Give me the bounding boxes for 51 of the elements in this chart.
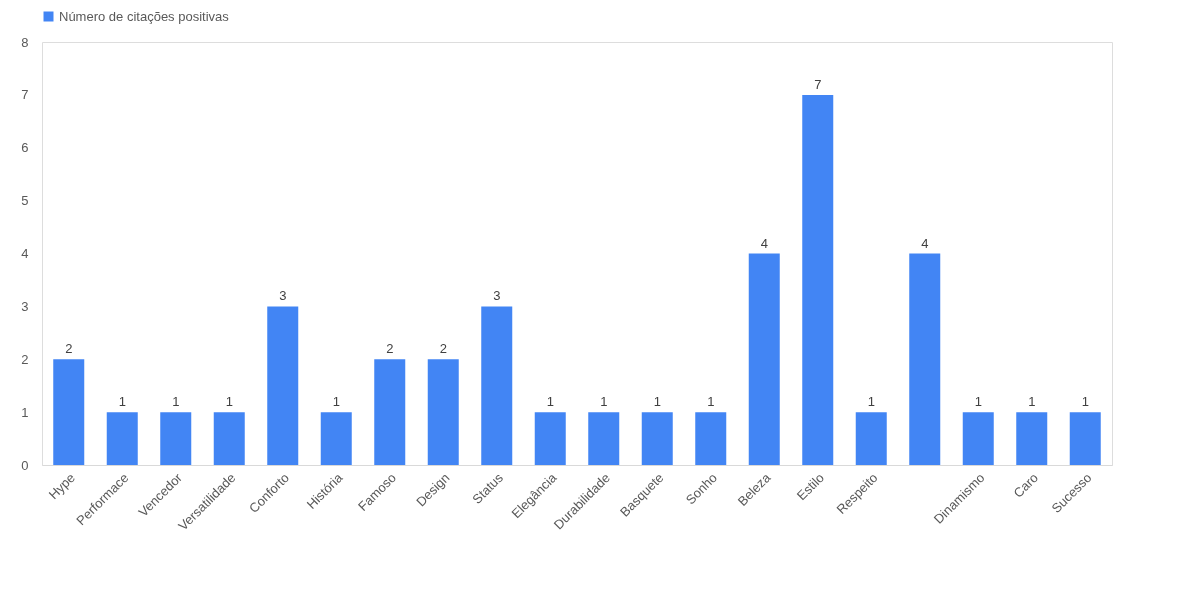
- y-tick-label: 3: [21, 298, 29, 314]
- bar: [53, 359, 85, 465]
- y-tick-label: 7: [21, 87, 29, 103]
- bar: [855, 412, 887, 465]
- bar: [374, 359, 406, 465]
- bar: [534, 412, 566, 465]
- data-label: 3: [279, 288, 287, 304]
- y-tick-label: 2: [21, 351, 29, 367]
- bar: [320, 412, 352, 465]
- bar: [962, 412, 994, 465]
- data-label: 3: [493, 288, 501, 304]
- y-tick-label: 4: [21, 246, 29, 261]
- data-label: 2: [386, 341, 394, 357]
- data-label: 7: [814, 76, 822, 92]
- bar: [641, 412, 673, 465]
- data-label: 2: [439, 341, 447, 357]
- data-label: 1: [172, 394, 180, 410]
- bar: [802, 94, 834, 465]
- data-label: 1: [867, 394, 875, 410]
- bar: [213, 412, 245, 465]
- data-label: 1: [974, 394, 982, 410]
- x-tick-label: Caro: [1010, 470, 1041, 501]
- bar: [909, 253, 941, 465]
- bar: [267, 306, 299, 465]
- bar: [160, 412, 192, 465]
- data-label: 1: [600, 394, 608, 410]
- y-tick-label: 0: [21, 457, 29, 473]
- data-label: 1: [707, 394, 715, 410]
- data-label: 1: [1028, 394, 1036, 410]
- data-label: 1: [225, 394, 233, 410]
- bar: [1016, 412, 1048, 465]
- bar: [481, 306, 513, 465]
- y-tick-label: 6: [21, 140, 29, 156]
- bar: [106, 412, 138, 465]
- data-label: 1: [118, 394, 126, 410]
- y-tick-label: 1: [21, 404, 29, 420]
- data-label: 4: [921, 235, 929, 251]
- bar: [748, 253, 780, 465]
- data-label: 1: [546, 394, 554, 410]
- y-tick-label: 5: [21, 193, 29, 209]
- data-label: 1: [653, 394, 661, 410]
- bar: [1069, 412, 1101, 465]
- bar: [695, 412, 727, 465]
- y-tick-label: 8: [21, 34, 29, 50]
- data-label: 4: [760, 235, 768, 251]
- bar: [588, 412, 620, 465]
- bar: [427, 359, 459, 465]
- data-label: 2: [65, 341, 73, 357]
- data-label: 1: [332, 394, 340, 410]
- legend-label: Número de citações positivas: [59, 8, 230, 24]
- data-label: 1: [1081, 394, 1089, 410]
